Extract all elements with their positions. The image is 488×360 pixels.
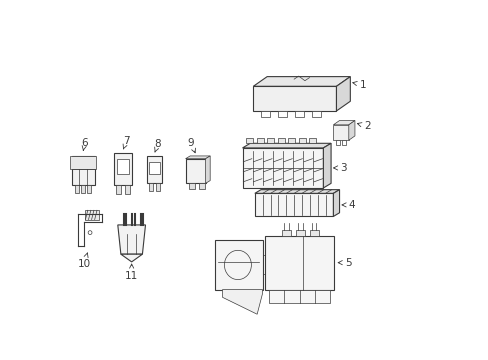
- Polygon shape: [118, 225, 145, 254]
- Polygon shape: [205, 156, 210, 183]
- Text: 7: 7: [123, 136, 129, 149]
- Bar: [253, 86, 336, 111]
- Polygon shape: [254, 190, 339, 193]
- Bar: [268, 289, 329, 303]
- Polygon shape: [323, 143, 330, 188]
- Text: 4: 4: [341, 200, 355, 210]
- Polygon shape: [333, 190, 339, 216]
- Bar: [281, 230, 290, 236]
- Bar: [156, 183, 160, 191]
- Bar: [75, 185, 79, 193]
- Bar: [117, 159, 129, 174]
- Bar: [287, 138, 294, 143]
- Bar: [309, 230, 318, 236]
- Bar: [264, 236, 333, 289]
- Bar: [242, 148, 323, 188]
- Bar: [267, 138, 274, 143]
- Bar: [125, 185, 130, 194]
- Bar: [114, 153, 132, 185]
- Text: 5: 5: [338, 258, 351, 267]
- Text: 6: 6: [81, 138, 88, 150]
- Polygon shape: [348, 121, 354, 140]
- Bar: [85, 210, 99, 220]
- Bar: [295, 230, 305, 236]
- Bar: [311, 111, 321, 117]
- Polygon shape: [121, 254, 142, 262]
- Text: 10: 10: [77, 253, 90, 269]
- Bar: [294, 111, 304, 117]
- Polygon shape: [253, 77, 349, 86]
- Bar: [188, 183, 194, 189]
- Bar: [71, 156, 95, 185]
- Bar: [333, 125, 348, 140]
- Bar: [298, 138, 305, 143]
- Bar: [254, 193, 333, 216]
- Bar: [336, 140, 340, 145]
- Polygon shape: [242, 143, 330, 148]
- Bar: [246, 138, 253, 143]
- Polygon shape: [336, 77, 349, 111]
- Text: 1: 1: [352, 80, 366, 90]
- Bar: [261, 111, 270, 117]
- Text: 2: 2: [357, 121, 370, 131]
- Bar: [308, 138, 315, 143]
- Bar: [149, 183, 153, 191]
- Polygon shape: [185, 156, 210, 159]
- Bar: [256, 138, 263, 143]
- Polygon shape: [222, 289, 262, 314]
- Text: 11: 11: [125, 264, 138, 281]
- Bar: [277, 138, 284, 143]
- Text: 8: 8: [154, 139, 161, 152]
- Bar: [341, 140, 345, 145]
- Bar: [70, 156, 96, 169]
- Bar: [81, 185, 84, 193]
- Bar: [116, 185, 121, 194]
- Bar: [147, 156, 162, 183]
- Polygon shape: [333, 121, 354, 125]
- Bar: [214, 239, 262, 289]
- Bar: [87, 185, 91, 193]
- Text: 9: 9: [187, 138, 195, 153]
- Text: 3: 3: [333, 163, 346, 173]
- Bar: [149, 162, 160, 174]
- Bar: [198, 183, 204, 189]
- Bar: [277, 111, 286, 117]
- Bar: [185, 159, 205, 183]
